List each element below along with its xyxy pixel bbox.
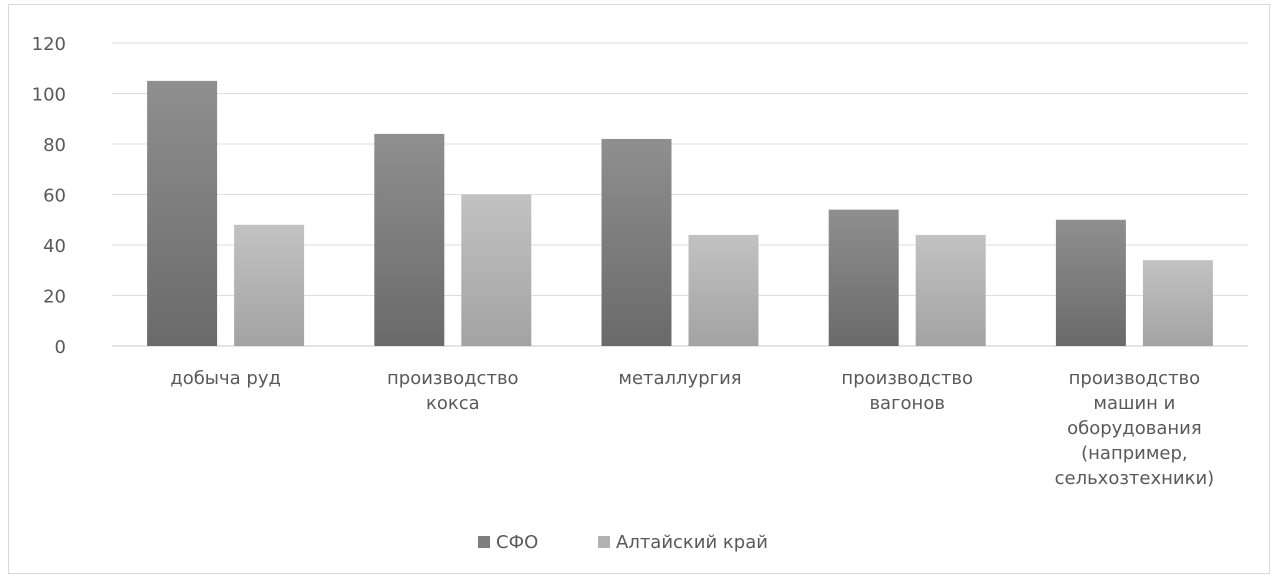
legend-swatch <box>598 536 610 548</box>
y-tick-label: 80 <box>43 135 66 156</box>
legend-label: Алтайский край <box>616 532 768 553</box>
bar-sfo-2 <box>601 138 672 346</box>
bar-altai-4 <box>1142 260 1213 346</box>
y-tick-label: 120 <box>32 34 66 55</box>
bar-sfo-1 <box>374 133 445 346</box>
x-category-label: металлургия <box>618 368 741 389</box>
y-tick-label: 20 <box>43 287 66 308</box>
bar-altai-1 <box>461 194 532 346</box>
legend: СФО Алтайский край <box>478 532 768 553</box>
bar-altai-0 <box>234 224 305 346</box>
y-tick-label: 100 <box>32 85 66 106</box>
y-tick-label: 60 <box>43 186 66 207</box>
x-category-label: производство кокса <box>387 368 519 414</box>
x-axis-labels: добыча руд производство кокса металлургия пр… <box>170 368 1214 489</box>
bar-altai-3 <box>915 234 986 346</box>
bar-altai-2 <box>688 234 759 346</box>
x-category-label: производство машин и оборудования (например… <box>1055 368 1215 489</box>
bar-sfo-4 <box>1055 219 1126 346</box>
bars <box>147 80 1213 346</box>
x-category-label: добыча руд <box>170 368 281 389</box>
bar-sfo-0 <box>147 80 218 346</box>
legend-label: СФО <box>496 532 538 553</box>
x-category-label: производство вагонов <box>841 368 973 414</box>
bar-sfo-3 <box>828 209 899 346</box>
legend-swatch <box>478 536 490 548</box>
y-tick-label: 40 <box>43 236 66 257</box>
y-tick-label: 0 <box>55 337 66 358</box>
y-axis-ticks: 0 20 40 60 80 100 120 <box>32 34 66 358</box>
